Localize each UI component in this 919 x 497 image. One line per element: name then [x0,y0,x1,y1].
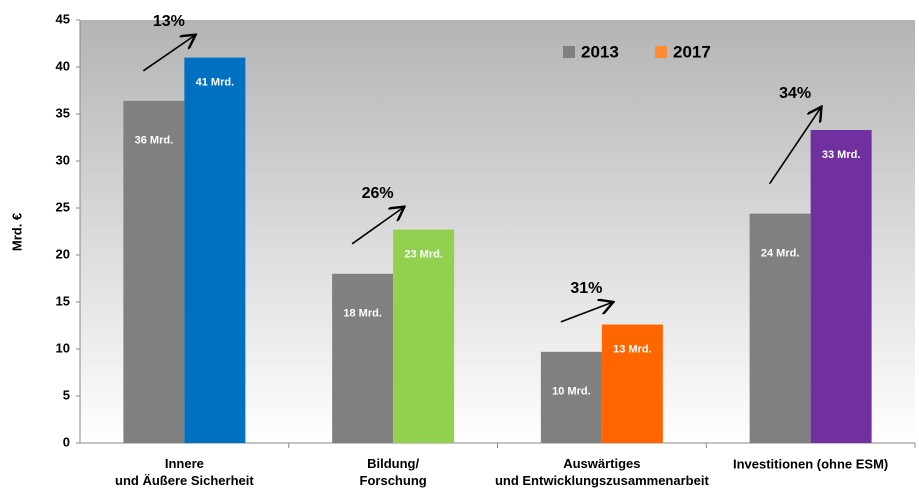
y-tick-label: 45 [56,11,70,26]
y-tick-label: 20 [56,246,70,261]
bar [749,213,811,443]
value-label: 10 Mrd. [552,386,591,398]
annotation-arrow [142,36,194,72]
value-label: 23 Mrd. [404,249,443,261]
annotation: 31% [570,280,602,297]
bar [393,229,455,443]
value-label: 24 Mrd. [761,248,800,260]
x-tick-label: Bildung/Forschung [360,456,427,488]
value-label: 13 Mrd. [613,343,652,355]
bar [123,100,185,443]
y-tick-label: 35 [56,105,70,120]
value-label: 41 Mrd. [196,77,235,89]
x-tick-label: Auswärtiges und Entwicklungszusammenarbei… [495,456,709,488]
y-tick-label: 25 [56,199,70,214]
x-tick-label: Innere und Äußere Sicherheit [115,456,254,488]
bar [540,351,602,443]
bar [332,273,394,443]
annotation: 13% [153,13,185,30]
y-axis-label: Mrd. € [9,213,24,251]
y-tick-label: 40 [56,58,70,73]
annotation-arrow [560,303,612,323]
value-label: 36 Mrd. [135,135,174,147]
annotation: 34% [779,85,811,102]
bar [184,57,246,443]
bar [601,324,663,443]
y-tick-label: 10 [56,340,70,355]
x-tick-label: Investitionen (ohne ESM) [733,456,888,471]
annotation: 26% [362,185,394,202]
legend-swatch [563,46,575,58]
annotation-arrow [351,208,403,245]
value-label: 33 Mrd. [822,149,861,161]
y-tick-label: 15 [56,293,70,308]
legend-label: 2017 [673,42,711,61]
y-tick-label: 0 [63,434,70,449]
bar [810,129,872,444]
annotation-arrow [768,108,821,185]
legend-swatch [655,46,667,58]
value-label: 18 Mrd. [343,308,382,320]
legend-label: 2013 [581,42,619,61]
y-tick-label: 5 [63,387,70,402]
y-tick-label: 30 [56,152,70,167]
